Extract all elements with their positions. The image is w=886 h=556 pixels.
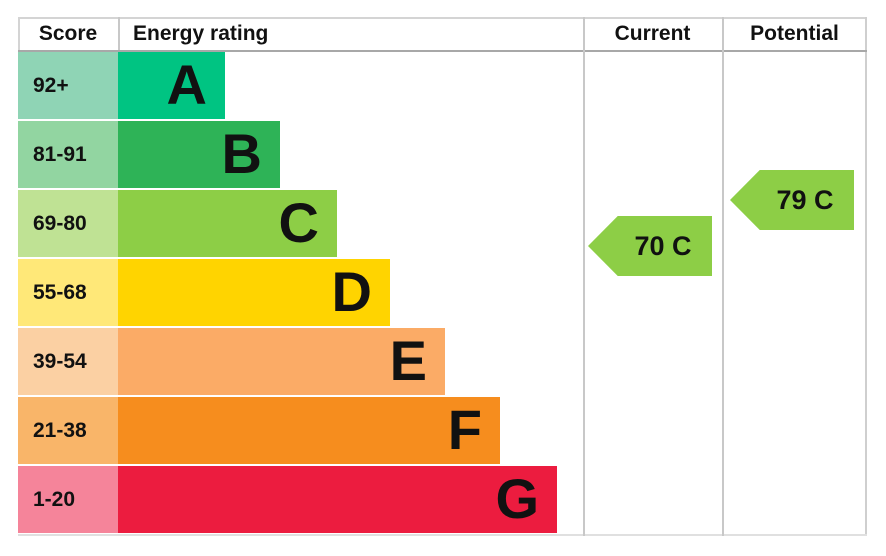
band-bar-a: A — [118, 52, 225, 121]
band-row-a: 92+ A — [18, 52, 867, 121]
bands-body: 92+ A 81-91 B 69-80 C 55-68 D 39-54 E 21… — [18, 52, 867, 535]
band-letter-a: A — [166, 53, 207, 116]
score-column-divider — [118, 17, 120, 50]
score-range-f: 21-38 — [18, 397, 118, 466]
score-range-b: 81-91 — [18, 121, 118, 190]
header-potential: Potential — [750, 22, 839, 45]
table-right-border — [865, 17, 867, 536]
table-top-border — [18, 17, 867, 19]
band-row-b: 81-91 B — [18, 121, 867, 190]
header-row: Score Energy rating Current Potential — [18, 17, 867, 50]
score-range-d: 55-68 — [18, 259, 118, 328]
band-letter-f: F — [447, 398, 482, 461]
band-letter-c: C — [278, 191, 319, 254]
band-row-e: 39-54 E — [18, 328, 867, 397]
band-row-c: 69-80 C — [18, 190, 867, 259]
band-row-f: 21-38 F — [18, 397, 867, 466]
header-underline — [18, 50, 867, 52]
score-range-c: 69-80 — [18, 190, 118, 259]
band-letter-b: B — [221, 122, 262, 185]
band-letter-e: E — [389, 329, 427, 392]
potential-column-divider — [722, 17, 724, 536]
potential-rating-label: 79 C — [776, 185, 834, 215]
band-letter-d: D — [331, 260, 372, 323]
score-range-a: 92+ — [18, 52, 118, 121]
potential-rating-arrow-icon: 79 C — [730, 170, 854, 230]
table-left-border — [18, 17, 20, 50]
header-current: Current — [614, 22, 691, 45]
current-column-divider — [583, 17, 585, 536]
current-rating-label: 70 C — [634, 231, 692, 261]
band-row-d: 55-68 D — [18, 259, 867, 328]
score-range-g: 1-20 — [18, 466, 118, 535]
band-bar-c: C — [118, 190, 337, 259]
band-bar-g: G — [118, 466, 557, 535]
band-row-g: 1-20 G — [18, 466, 867, 535]
current-rating-arrow-icon: 70 C — [588, 216, 712, 276]
score-range-e: 39-54 — [18, 328, 118, 397]
band-letter-g: G — [495, 467, 539, 530]
chart-frame: Score Energy rating Current Potential 92… — [18, 17, 867, 536]
band-bar-d: D — [118, 259, 390, 328]
header-score: Score — [38, 22, 98, 45]
band-bar-f: F — [118, 397, 500, 466]
band-bar-e: E — [118, 328, 445, 397]
band-bar-b: B — [118, 121, 280, 190]
header-energy-rating: Energy rating — [133, 22, 269, 45]
table-bottom-border — [18, 534, 867, 536]
